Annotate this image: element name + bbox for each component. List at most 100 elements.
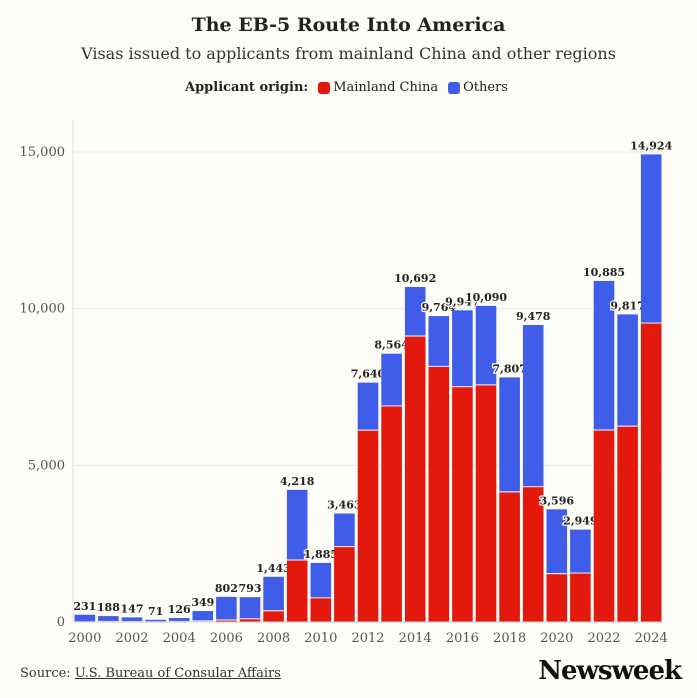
bar-others — [74, 614, 96, 622]
x-tick-label: 2016 — [446, 631, 479, 646]
bar-mainland-china — [452, 386, 473, 622]
total-data-label: 2,949 — [563, 515, 597, 528]
bar-mainland-china — [216, 620, 237, 622]
chart-subtitle: Visas issued to applicants from mainland… — [81, 44, 616, 63]
bar-mainland-china — [381, 405, 402, 622]
y-tick-label: 10,000 — [20, 302, 66, 317]
bar-others — [192, 611, 214, 621]
y-tick-label: 5,000 — [28, 458, 65, 473]
total-data-label: 793 — [239, 582, 262, 595]
x-tick-label: 2006 — [210, 631, 243, 646]
bar-others — [239, 597, 261, 619]
bar-others — [546, 509, 568, 574]
total-data-label: 7,640 — [351, 368, 386, 381]
bar-mainland-china — [499, 491, 520, 622]
total-data-label: 349 — [191, 596, 214, 609]
bar-mainland-china — [522, 486, 544, 622]
bar-mainland-china — [617, 426, 638, 622]
source-link[interactable]: U.S. Bureau of Consular Affairs — [74, 666, 281, 681]
bar-others — [475, 305, 497, 385]
legend-item-mainland-china: Mainland China — [318, 80, 438, 95]
bar-mainland-china — [546, 573, 568, 622]
total-data-label: 147 — [121, 602, 144, 615]
legend-swatch-mainland-china — [318, 81, 331, 94]
bar-others — [168, 618, 190, 622]
bar-others — [98, 616, 119, 622]
bar-others — [286, 489, 308, 560]
bar-mainland-china — [640, 323, 662, 622]
total-data-label: 10,090 — [465, 291, 507, 304]
bar-others — [121, 617, 143, 622]
total-data-label: 9,947 — [445, 295, 479, 308]
bar-mainland-china — [428, 366, 450, 622]
bar-others — [404, 286, 426, 336]
legend-swatch-others — [448, 81, 461, 94]
bar-mainland-china — [357, 430, 379, 622]
total-data-label: 9,478 — [516, 310, 551, 323]
x-tick-label: 2002 — [115, 631, 148, 646]
bar-mainland-china — [239, 618, 261, 622]
total-data-label: 10,692 — [394, 272, 436, 285]
total-data-label: 14,924 — [630, 139, 672, 152]
total-data-label: 188 — [97, 601, 120, 614]
total-data-label: 802 — [215, 582, 238, 595]
total-data-label: 7,807 — [492, 362, 526, 375]
x-tick-label: 2010 — [304, 631, 337, 646]
bar-mainland-china — [310, 597, 332, 622]
bar-others — [263, 576, 284, 611]
total-data-label: 231 — [73, 600, 96, 613]
total-data-label: 4,218 — [280, 475, 315, 488]
y-tick-label: 15,000 — [20, 145, 66, 160]
bar-others — [145, 619, 166, 622]
total-data-label: 10,885 — [583, 266, 625, 279]
x-tick-label: 2004 — [163, 631, 196, 646]
bar-mainland-china — [593, 430, 615, 622]
bar-others — [570, 529, 591, 574]
total-data-label: 1,885 — [304, 548, 338, 561]
total-data-label: 9,817 — [610, 299, 644, 312]
bar-others — [499, 377, 520, 492]
bar-others — [334, 513, 355, 547]
bar-mainland-china — [286, 559, 308, 622]
x-tick-label: 2024 — [635, 631, 668, 646]
bar-mainland-china — [570, 573, 591, 622]
x-tick-label: 2018 — [493, 631, 526, 646]
legend: Applicant origin: Mainland China Others — [0, 80, 697, 95]
bar-others — [452, 310, 473, 387]
chart-title: The EB-5 Route Into America — [191, 14, 506, 36]
bar-others — [357, 382, 379, 431]
legend-label-others: Others — [463, 80, 508, 95]
bar-mainland-china — [404, 335, 426, 622]
bar-mainland-china — [475, 384, 497, 622]
total-data-label: 3,596 — [540, 494, 575, 507]
total-data-label: 8,564 — [374, 339, 409, 352]
legend-title: Applicant origin: — [185, 80, 309, 95]
bar-others — [640, 154, 662, 324]
bar-others — [522, 325, 544, 487]
bar-others — [428, 316, 450, 367]
bar-others — [617, 314, 638, 427]
x-tick-label: 2000 — [68, 631, 101, 646]
total-data-label: 126 — [168, 603, 191, 616]
newsweek-logo: Newsweek — [538, 656, 682, 686]
legend-label-mainland-china: Mainland China — [333, 80, 439, 95]
bar-others — [593, 280, 615, 431]
x-tick-label: 2008 — [257, 631, 290, 646]
source-note: Source: U.S. Bureau of Consular Affairs — [20, 666, 281, 681]
x-tick-label: 2014 — [399, 631, 432, 646]
total-data-label: 1,443 — [256, 562, 290, 575]
total-data-label: 9,764 — [422, 301, 457, 314]
total-data-label: 3,463 — [327, 498, 361, 511]
bar-mainland-china — [334, 546, 355, 622]
x-tick-label: 2020 — [540, 631, 573, 646]
bar-mainland-china — [263, 610, 284, 622]
x-tick-label: 2022 — [587, 631, 620, 646]
source-prefix: Source: — [20, 666, 71, 681]
legend-item-others: Others — [448, 80, 508, 95]
y-tick-label: 0 — [57, 615, 65, 630]
bar-others — [381, 353, 402, 406]
bar-others — [310, 562, 332, 598]
x-tick-label: 2012 — [351, 631, 384, 646]
bar-others — [216, 596, 237, 621]
total-data-label: 71 — [148, 605, 163, 618]
